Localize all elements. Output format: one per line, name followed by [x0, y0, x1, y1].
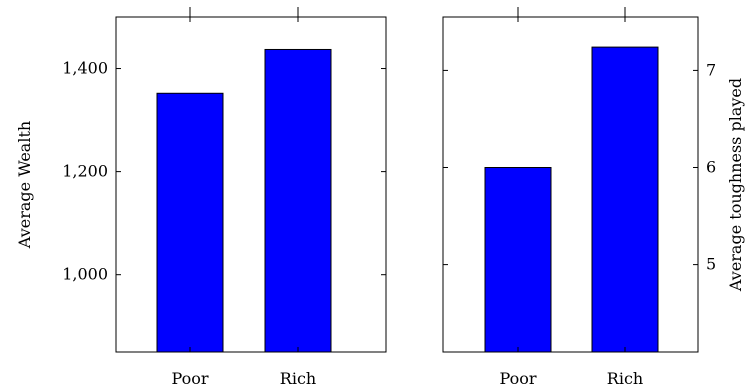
y-tick-label: 1,400 [62, 59, 108, 78]
plot-frame [442, 16, 699, 353]
x-tick-label-rich: Rich [280, 369, 316, 388]
bar-rich [264, 48, 332, 353]
x-tick-label-poor: Poor [171, 369, 208, 388]
y-tick-label: 1,200 [62, 162, 108, 181]
y-tick-label: 1,000 [62, 265, 108, 284]
y-axis-label: Average Wealth [15, 121, 34, 249]
y-tick-label: 5 [706, 255, 716, 274]
y-axis-label: Average toughness played [726, 78, 745, 292]
y-tick-label: 6 [706, 158, 716, 177]
bar-poor [156, 92, 224, 353]
wealth-chart: Poor Rich 1,000 1,200 1,400 Average Wealth [15, 7, 387, 388]
bar-poor [484, 167, 552, 353]
plot-frame [115, 16, 387, 353]
bar-rich [591, 46, 659, 353]
x-tick-label-rich: Rich [607, 369, 643, 388]
toughness-chart: Poor Rich 5 6 7 Average toughness played [442, 7, 745, 388]
x-tick-label-poor: Poor [499, 369, 536, 388]
y-tick-label: 7 [706, 60, 716, 79]
